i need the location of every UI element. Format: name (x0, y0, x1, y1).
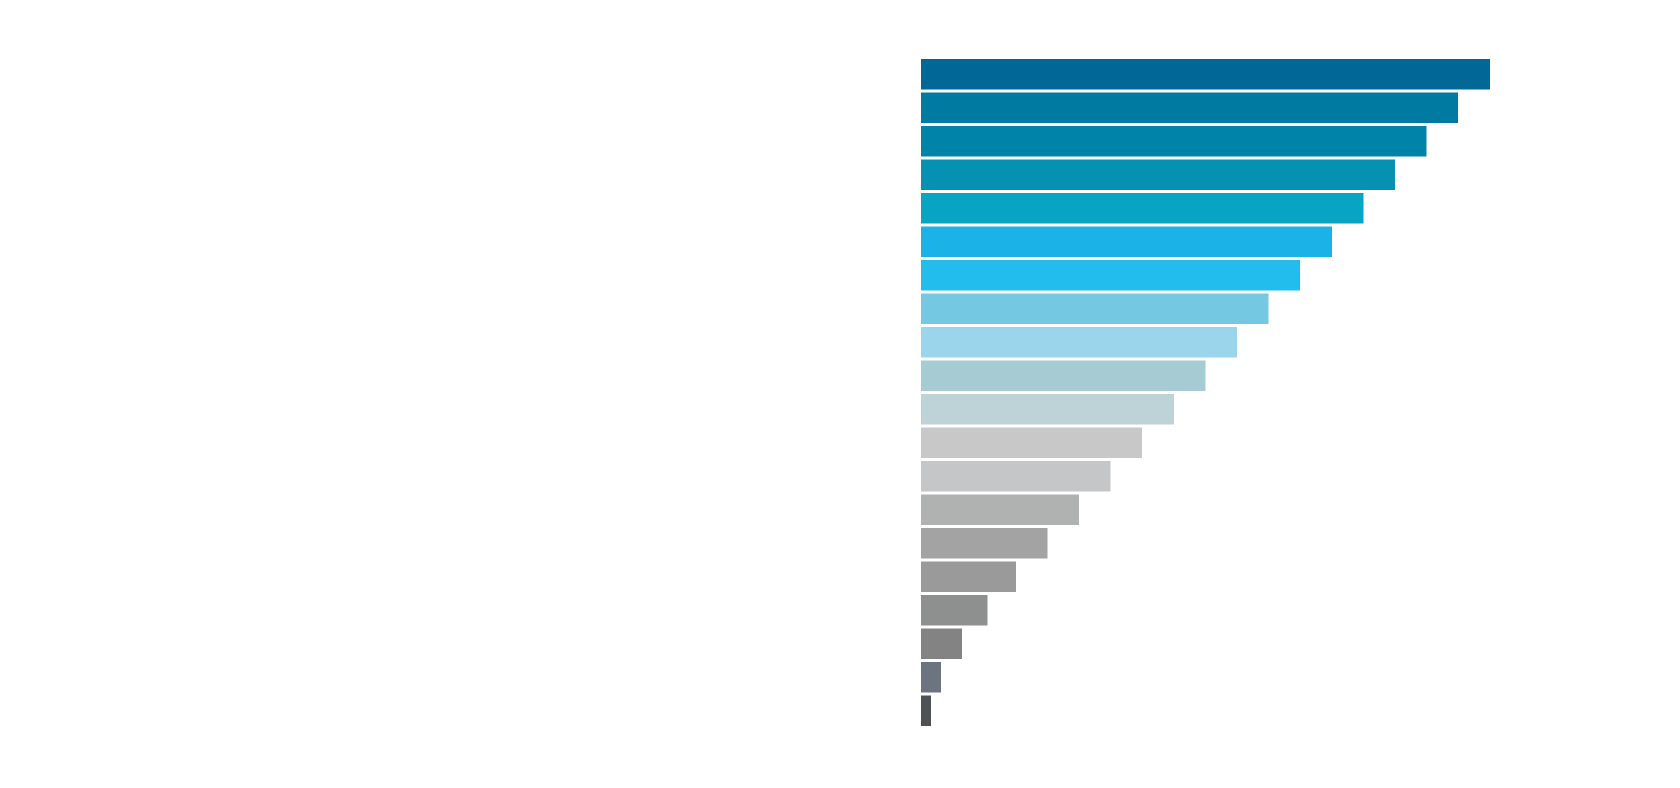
bar-11 (921, 394, 1174, 425)
bar-17 (921, 595, 988, 626)
bars-group (921, 59, 1490, 726)
bar-2 (921, 92, 1459, 123)
bar-14 (921, 494, 1079, 525)
bar-9 (921, 327, 1237, 358)
bar-1 (921, 59, 1490, 90)
bar-19 (921, 662, 942, 693)
bar-5 (921, 193, 1364, 224)
bar-12 (921, 427, 1143, 458)
bar-8 (921, 293, 1269, 324)
bar-20 (921, 695, 932, 726)
bar-15 (921, 528, 1048, 559)
bar-4 (921, 159, 1395, 190)
bar-6 (921, 226, 1332, 257)
bar-7 (921, 260, 1301, 291)
bar-16 (921, 561, 1016, 592)
bar-3 (921, 126, 1427, 157)
bar-10 (921, 360, 1206, 391)
bar-13 (921, 461, 1111, 492)
bar-18 (921, 628, 963, 659)
